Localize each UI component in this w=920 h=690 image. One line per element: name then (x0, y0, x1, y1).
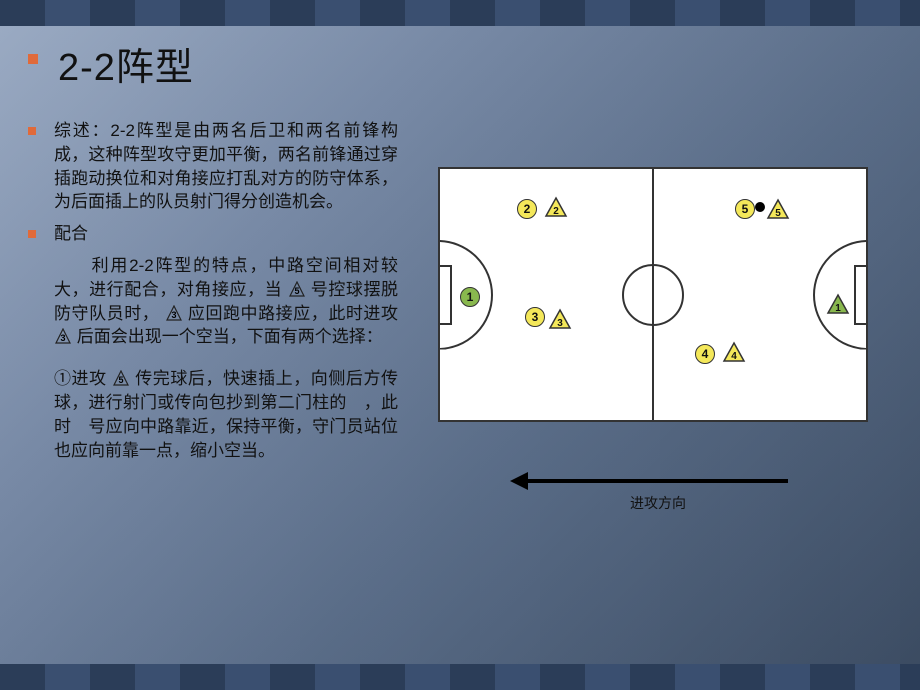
triangle-5-icon: 5 (289, 282, 305, 296)
player-triangle-3: 3 (548, 308, 572, 330)
svg-text:1: 1 (835, 303, 841, 314)
svg-text:5: 5 (775, 208, 781, 219)
center-circle (622, 264, 684, 326)
player-circle-1: 1 (460, 287, 480, 307)
svg-text:4: 4 (731, 351, 737, 362)
diagram-column: 1234523451 进攻方向 (398, 119, 884, 462)
field-diagram: 1 2 3 4 5 2 3 4 5 1 (438, 167, 868, 422)
coop-text-3: 应回跑中路接应，此时进攻 (188, 304, 398, 323)
title-bullet-icon (28, 54, 38, 64)
summary-label: 综述： (54, 121, 110, 140)
svg-text:3: 3 (557, 318, 563, 329)
coop-label: 配合 (54, 222, 88, 246)
bullet-icon (28, 230, 36, 238)
content-area: 2-2阵型 综述：2-2阵型是由两名后卫和两名前锋构成，这种阵型攻守更加平衡，两… (0, 26, 920, 664)
triangle-3-icon: 3 (166, 306, 182, 320)
svg-text:5: 5 (294, 286, 299, 296)
arrow-label: 进攻方向 (508, 493, 808, 513)
opt1-a: ①进攻 (54, 369, 107, 388)
coop-heading: 配合 (28, 222, 398, 246)
bullet-icon (28, 127, 36, 135)
summary-paragraph: 综述：2-2阵型是由两名后卫和两名前锋构成，这种阵型攻守更加平衡，两名前锋通过穿… (28, 119, 398, 214)
arrow-icon (528, 479, 788, 483)
attack-direction: 进攻方向 (508, 479, 808, 513)
player-triangle-2: 2 (544, 196, 568, 218)
title-row: 2-2阵型 (28, 36, 884, 91)
triangle-5b-icon: 5 (113, 371, 129, 385)
page-title: 2-2阵型 (58, 36, 194, 91)
player-triangle-5: 5 (766, 198, 790, 220)
player-circle-5: 5 (735, 199, 755, 219)
player-circle-2: 2 (517, 199, 537, 219)
coop-text-4: 后面会出现一个空当，下面有两个选择： (77, 327, 383, 346)
svg-text:3: 3 (60, 333, 65, 343)
player-triangle-1: 1 (826, 293, 850, 315)
svg-text:5: 5 (118, 375, 123, 385)
text-column: 综述：2-2阵型是由两名后卫和两名前锋构成，这种阵型攻守更加平衡，两名前锋通过穿… (28, 119, 398, 462)
border-bottom (0, 664, 920, 690)
player-circle-3: 3 (525, 307, 545, 327)
player-triangle-4: 4 (722, 341, 746, 363)
ball-icon (755, 202, 765, 212)
svg-text:2: 2 (553, 206, 559, 217)
player-circle-4: 4 (695, 344, 715, 364)
triangle-3b-icon: 3 (55, 329, 71, 343)
option-1: ①进攻 5 传完球后，快速插上，向侧后方传球，进行射门或传向包抄到第二门柱的 ，… (28, 367, 398, 462)
coop-body: 利用2-2阵型的特点，中路空间相对较大，进行配合，对角接应，当 5 号控球摆脱防… (28, 254, 398, 349)
border-top (0, 0, 920, 26)
svg-text:3: 3 (171, 310, 176, 320)
